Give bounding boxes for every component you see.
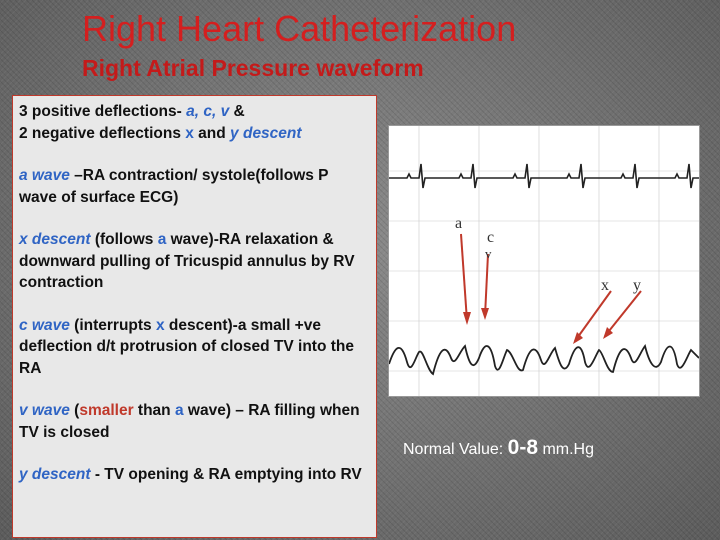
c-wave-term: c wave	[19, 316, 70, 334]
ra-pressure-trace	[389, 343, 699, 376]
x-descent-term: x descent	[19, 231, 91, 248]
text-span: descent)-a small +ve deflection d/t prot…	[19, 316, 354, 377]
paragraph-c-wave: c wave (interrupts x descent)-a small +v…	[19, 315, 370, 380]
x-term: x	[155, 316, 165, 334]
paragraph-v-wave: v wave (smaller than a wave) – RA fillin…	[19, 400, 370, 443]
normal-value: Normal Value: 0-8 mm.Hg	[403, 436, 594, 460]
label-c-wave: c	[487, 229, 494, 246]
ecg-trace	[389, 163, 699, 189]
text-span: wave) – RA filling when TV is closed	[19, 402, 360, 441]
slide-subtitle: Right Atrial Pressure waveform	[82, 55, 424, 81]
v-wave-term: v wave	[19, 402, 70, 419]
paragraph-x-descent: x descent (follows a wave)-RA relaxation…	[19, 229, 370, 294]
slide-title: Right Heart Catheterization	[82, 8, 517, 49]
description-textbox: 3 positive deflections- a, c, v & 2 nega…	[12, 95, 377, 538]
a-wave-term: a wave	[19, 167, 70, 184]
label-x-descent: x	[601, 277, 609, 294]
normal-value-label: Normal Value:	[403, 441, 508, 458]
tracing-svg: a c v x y	[389, 126, 699, 396]
label-y-descent: y	[633, 277, 641, 294]
smaller-term: smaller	[79, 402, 134, 419]
normal-value-unit: mm.Hg	[538, 441, 594, 458]
a-term: a	[174, 402, 184, 419]
label-v-wave: v	[485, 246, 492, 261]
text-span: (	[69, 402, 80, 419]
ra-pressure-tracing-image: a c v x y	[388, 125, 700, 397]
text-span: - TV opening & RA emptying into RV	[90, 466, 362, 483]
arrow-heads	[463, 308, 613, 344]
text-span: (follows	[90, 231, 158, 248]
tracing-grid	[389, 126, 699, 396]
paragraph-y-descent: y descent - TV opening & RA emptying int…	[19, 464, 370, 486]
text-span: (interrupts	[69, 316, 156, 334]
text-span: and	[193, 124, 231, 142]
text-span: than	[133, 402, 175, 419]
waves-term: a, c, v	[186, 103, 230, 120]
y-descent-term: y descent	[19, 466, 91, 483]
normal-value-number: 0-8	[507, 436, 538, 459]
y-descent-term: y descent	[230, 124, 302, 142]
x-term: x	[185, 124, 194, 142]
paragraph-a-wave: a wave –RA contraction/ systole(follows …	[19, 165, 370, 208]
text-span: 2 negative deflections	[19, 124, 186, 142]
text-span: wave)-RA relaxation & downward pulling o…	[19, 231, 355, 291]
annotation-arrows	[460, 233, 642, 342]
text-span: &	[229, 103, 245, 120]
a-term: a	[157, 231, 167, 248]
text-span: –RA contraction/ systole(follows P wave …	[19, 167, 329, 206]
paragraph-deflections: 3 positive deflections- a, c, v & 2 nega…	[19, 101, 370, 144]
text-span: 3 positive deflections-	[19, 103, 187, 120]
label-a-wave: a	[455, 215, 462, 232]
